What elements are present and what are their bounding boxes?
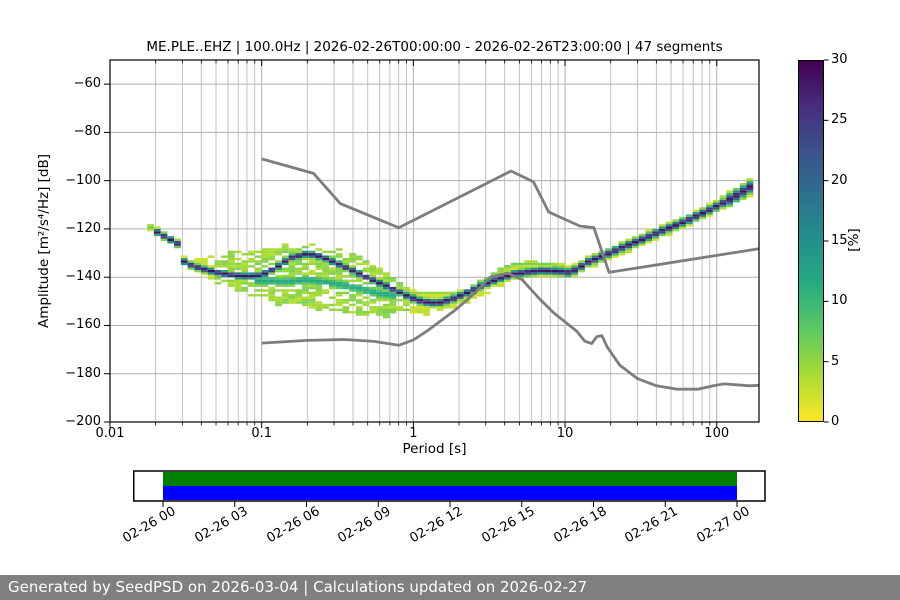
noise-model-low-line: [261, 271, 760, 391]
plot-border: [109, 59, 760, 423]
x-tick-label: 10: [556, 426, 574, 441]
colorbar-tick-label: 25: [831, 112, 848, 128]
footer-text: Generated by SeedPSD on 2026-03-04 | Cal…: [8, 578, 588, 596]
timeline-processed-band: [163, 486, 737, 500]
coverage-timeline: [133, 470, 766, 507]
colorbar-tick-label: 0: [831, 414, 840, 429]
colorbar-label: [%]: [846, 228, 862, 252]
ppsd-heatmap-cells: [147, 178, 754, 319]
colorbar-tick-label: 10: [831, 293, 848, 309]
timeline-data-band: [163, 472, 737, 486]
y-tick-label: −100: [65, 172, 101, 188]
colorbar-tick-label: 20: [831, 172, 848, 188]
x-axis-label: Period [s]: [402, 441, 467, 457]
timeline-border: [133, 470, 766, 502]
colorbar-tick-label: 5: [831, 353, 840, 369]
axis-ticks: [104, 60, 718, 428]
x-tick-label: 100: [704, 426, 730, 441]
y-axis-label: Amplitude [m²/s⁴/Hz] [dB]: [36, 154, 52, 329]
x-tick-label: 0.01: [95, 426, 125, 441]
colorbar-tick-label: 15: [831, 233, 848, 248]
x-tick-label: 0.1: [251, 426, 273, 441]
y-tick-label: −140: [65, 269, 101, 285]
y-tick-label: −60: [73, 76, 101, 92]
x-tick-label: 1: [409, 426, 418, 441]
chart-title: ME.PLE..EHZ | 100.0Hz | 2026-02-26T00:00…: [146, 39, 723, 55]
noise-model-high-line: [261, 157, 760, 274]
y-tick-label: −80: [73, 124, 101, 140]
ppsd-plot-canvas: [104, 59, 829, 507]
colorbar: [798, 60, 824, 422]
y-tick-label: −160: [65, 317, 101, 333]
grid-lines: [109, 60, 759, 422]
y-tick-label: −120: [65, 220, 101, 236]
y-tick-label: −200: [65, 414, 101, 429]
y-tick-label: −180: [65, 365, 101, 381]
footer-bar: Generated by SeedPSD on 2026-03-04 | Cal…: [0, 575, 900, 600]
colorbar-tick-label: 30: [831, 52, 848, 67]
